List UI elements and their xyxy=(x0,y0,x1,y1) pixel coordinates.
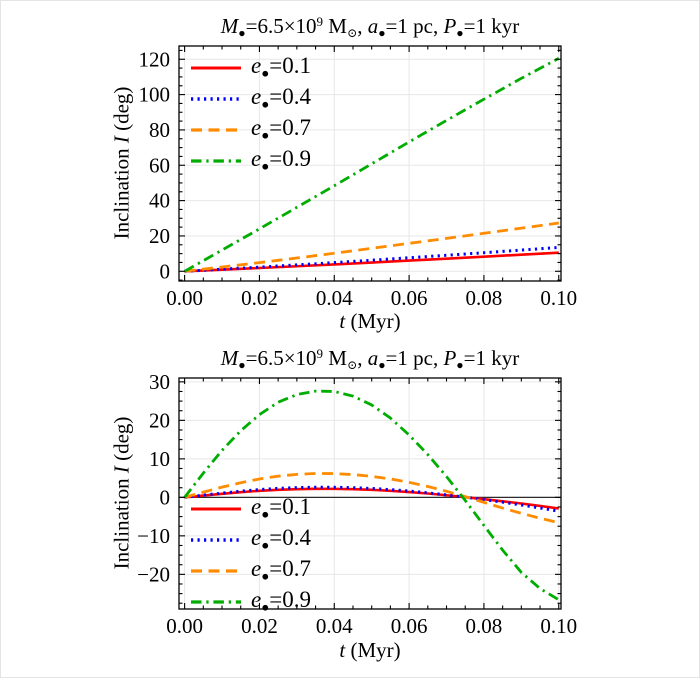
legend-line-swatch xyxy=(191,96,241,101)
plot2-x-tick-label: 0.08 xyxy=(466,614,503,638)
plot1-x-tick-label: 0.06 xyxy=(391,286,428,310)
plot1-tick-labels: 0.00 0.02 0.04 0.06 0.08 0.10 0 20 40 60 80 100 120 xyxy=(139,47,578,310)
plot2-x-tick-label: 0.02 xyxy=(241,614,278,638)
plot1-y-tick-label: 120 xyxy=(139,47,171,71)
plot1-x-tick-label: 0.10 xyxy=(540,286,577,310)
plot1-y-tick-label: 60 xyxy=(149,153,170,177)
legend-label: e●=0.9 xyxy=(251,146,312,174)
plot2-y-tick-label: 20 xyxy=(149,408,170,432)
plot1-x-axis-label: t (Myr) xyxy=(339,309,401,333)
legend-item-e-0.9: e●=0.9 xyxy=(190,145,311,176)
plot1-curve-0-1 xyxy=(184,251,559,273)
legend-line-swatch xyxy=(191,66,241,69)
legend-item-e-0.4: e●=0.4 xyxy=(190,524,311,555)
plot1-curve-0-4 xyxy=(184,245,559,273)
plot2-y-tick-label: −10 xyxy=(137,524,170,548)
legend-label: e●=0.4 xyxy=(251,84,312,112)
plot2-y-tick-label: −20 xyxy=(137,562,170,586)
plot1-y-tick-label: 80 xyxy=(149,118,170,142)
plot2-curves xyxy=(183,389,560,601)
legend-label: e●=0.9 xyxy=(251,587,312,615)
plot2-curve-0-9 xyxy=(183,389,560,601)
plot1-grid xyxy=(179,46,561,281)
plot1-curves xyxy=(183,57,560,273)
legend-label: e●=0.7 xyxy=(251,556,312,584)
legend-item-e-0.9: e●=0.9 xyxy=(190,586,311,617)
plot2-y-tick-label: 30 xyxy=(149,370,170,394)
legend-line-swatch xyxy=(191,537,241,542)
plot2-x-tick-label: 0.00 xyxy=(166,614,203,638)
legend-line-swatch xyxy=(191,568,241,573)
legend-label: e●=0.4 xyxy=(251,525,312,553)
plot1-frame xyxy=(178,45,562,282)
legend-item-e-0.7: e●=0.7 xyxy=(190,114,311,145)
plot1-x-tick-label: 0.02 xyxy=(241,286,278,310)
legend-item-e-0.1: e●=0.1 xyxy=(190,52,311,83)
plot1-ticks xyxy=(179,46,561,281)
legend-label: e●=0.7 xyxy=(251,115,312,143)
plot2-y-tick-label: 0 xyxy=(160,485,171,509)
plot2-title: M●=6.5×109 M⊙, a●=1 pc, P●=1 kyr xyxy=(220,346,520,373)
legend-item-e-0.1: e●=0.1 xyxy=(190,493,311,524)
plot1-y-axis-label: Inclination I (deg) xyxy=(109,86,134,240)
legend-line-swatch xyxy=(191,127,241,132)
plot2-x-tick-label: 0.10 xyxy=(540,614,577,638)
plot2: 0.00 0.02 0.04 0.06 0.08 0.10 −20 −10 0 10 20 30 xyxy=(137,370,577,638)
plot1-x-tick-label: 0.04 xyxy=(316,286,353,310)
legend-item-e-0.7: e●=0.7 xyxy=(190,555,311,586)
legend-line-swatch xyxy=(191,599,241,604)
plot2-ticks xyxy=(179,378,561,609)
plot2-x-tick-label: 0.04 xyxy=(316,614,353,638)
plot1-title: M●=6.5×109 M⊙, a●=1 pc, P●=1 kyr xyxy=(220,14,520,41)
plot1-x-tick-label: 0.08 xyxy=(466,286,503,310)
plot2-y-axis-label: Inclination I (deg) xyxy=(109,416,134,570)
plot1-curve-0-7 xyxy=(184,221,559,273)
plot1: 0.00 0.02 0.04 0.06 0.08 0.10 0 20 40 60 80 100 120 xyxy=(139,45,578,310)
legend-label: e●=0.1 xyxy=(251,494,312,522)
plot1-y-tick-label: 20 xyxy=(149,224,170,248)
plot2-curve-0-4 xyxy=(184,485,560,513)
plot1-legend: e●=0.1 e●=0.4 e●=0.7 e●=0.9 xyxy=(190,52,311,176)
plot1-x-tick-label: 0.00 xyxy=(166,286,203,310)
legend-label: e●=0.1 xyxy=(251,53,312,81)
plot2-tick-labels: 0.00 0.02 0.04 0.06 0.08 0.10 −20 −10 0 10 20 30 xyxy=(137,370,577,638)
plot2-legend: e●=0.1 e●=0.4 e●=0.7 e●=0.9 xyxy=(190,493,311,617)
plot1-y-tick-label: 40 xyxy=(149,189,170,213)
plot1-y-tick-label: 100 xyxy=(139,83,171,107)
plot2-y-tick-label: 10 xyxy=(149,447,170,471)
legend-line-swatch xyxy=(191,158,241,163)
plot2-x-axis-label: t (Myr) xyxy=(339,638,401,662)
plot1-curve-0-9 xyxy=(183,57,560,273)
plot1-y-tick-label: 0 xyxy=(160,259,171,283)
legend-line-swatch xyxy=(191,507,241,510)
plot2-x-tick-label: 0.06 xyxy=(391,614,428,638)
legend-item-e-0.4: e●=0.4 xyxy=(190,83,311,114)
plot2-frame xyxy=(178,377,562,610)
plot2-curve-0-7 xyxy=(184,472,560,525)
